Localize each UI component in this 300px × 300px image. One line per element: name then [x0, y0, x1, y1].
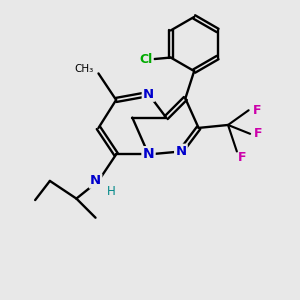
Text: N: N: [176, 145, 187, 158]
Text: CH₃: CH₃: [74, 64, 93, 74]
Text: F: F: [253, 104, 261, 117]
Text: H: H: [106, 185, 115, 198]
Text: N: N: [143, 147, 154, 161]
Text: N: N: [90, 174, 101, 188]
Text: F: F: [238, 152, 246, 164]
Text: F: F: [254, 127, 262, 140]
Text: N: N: [143, 88, 154, 100]
Text: Cl: Cl: [140, 52, 153, 65]
